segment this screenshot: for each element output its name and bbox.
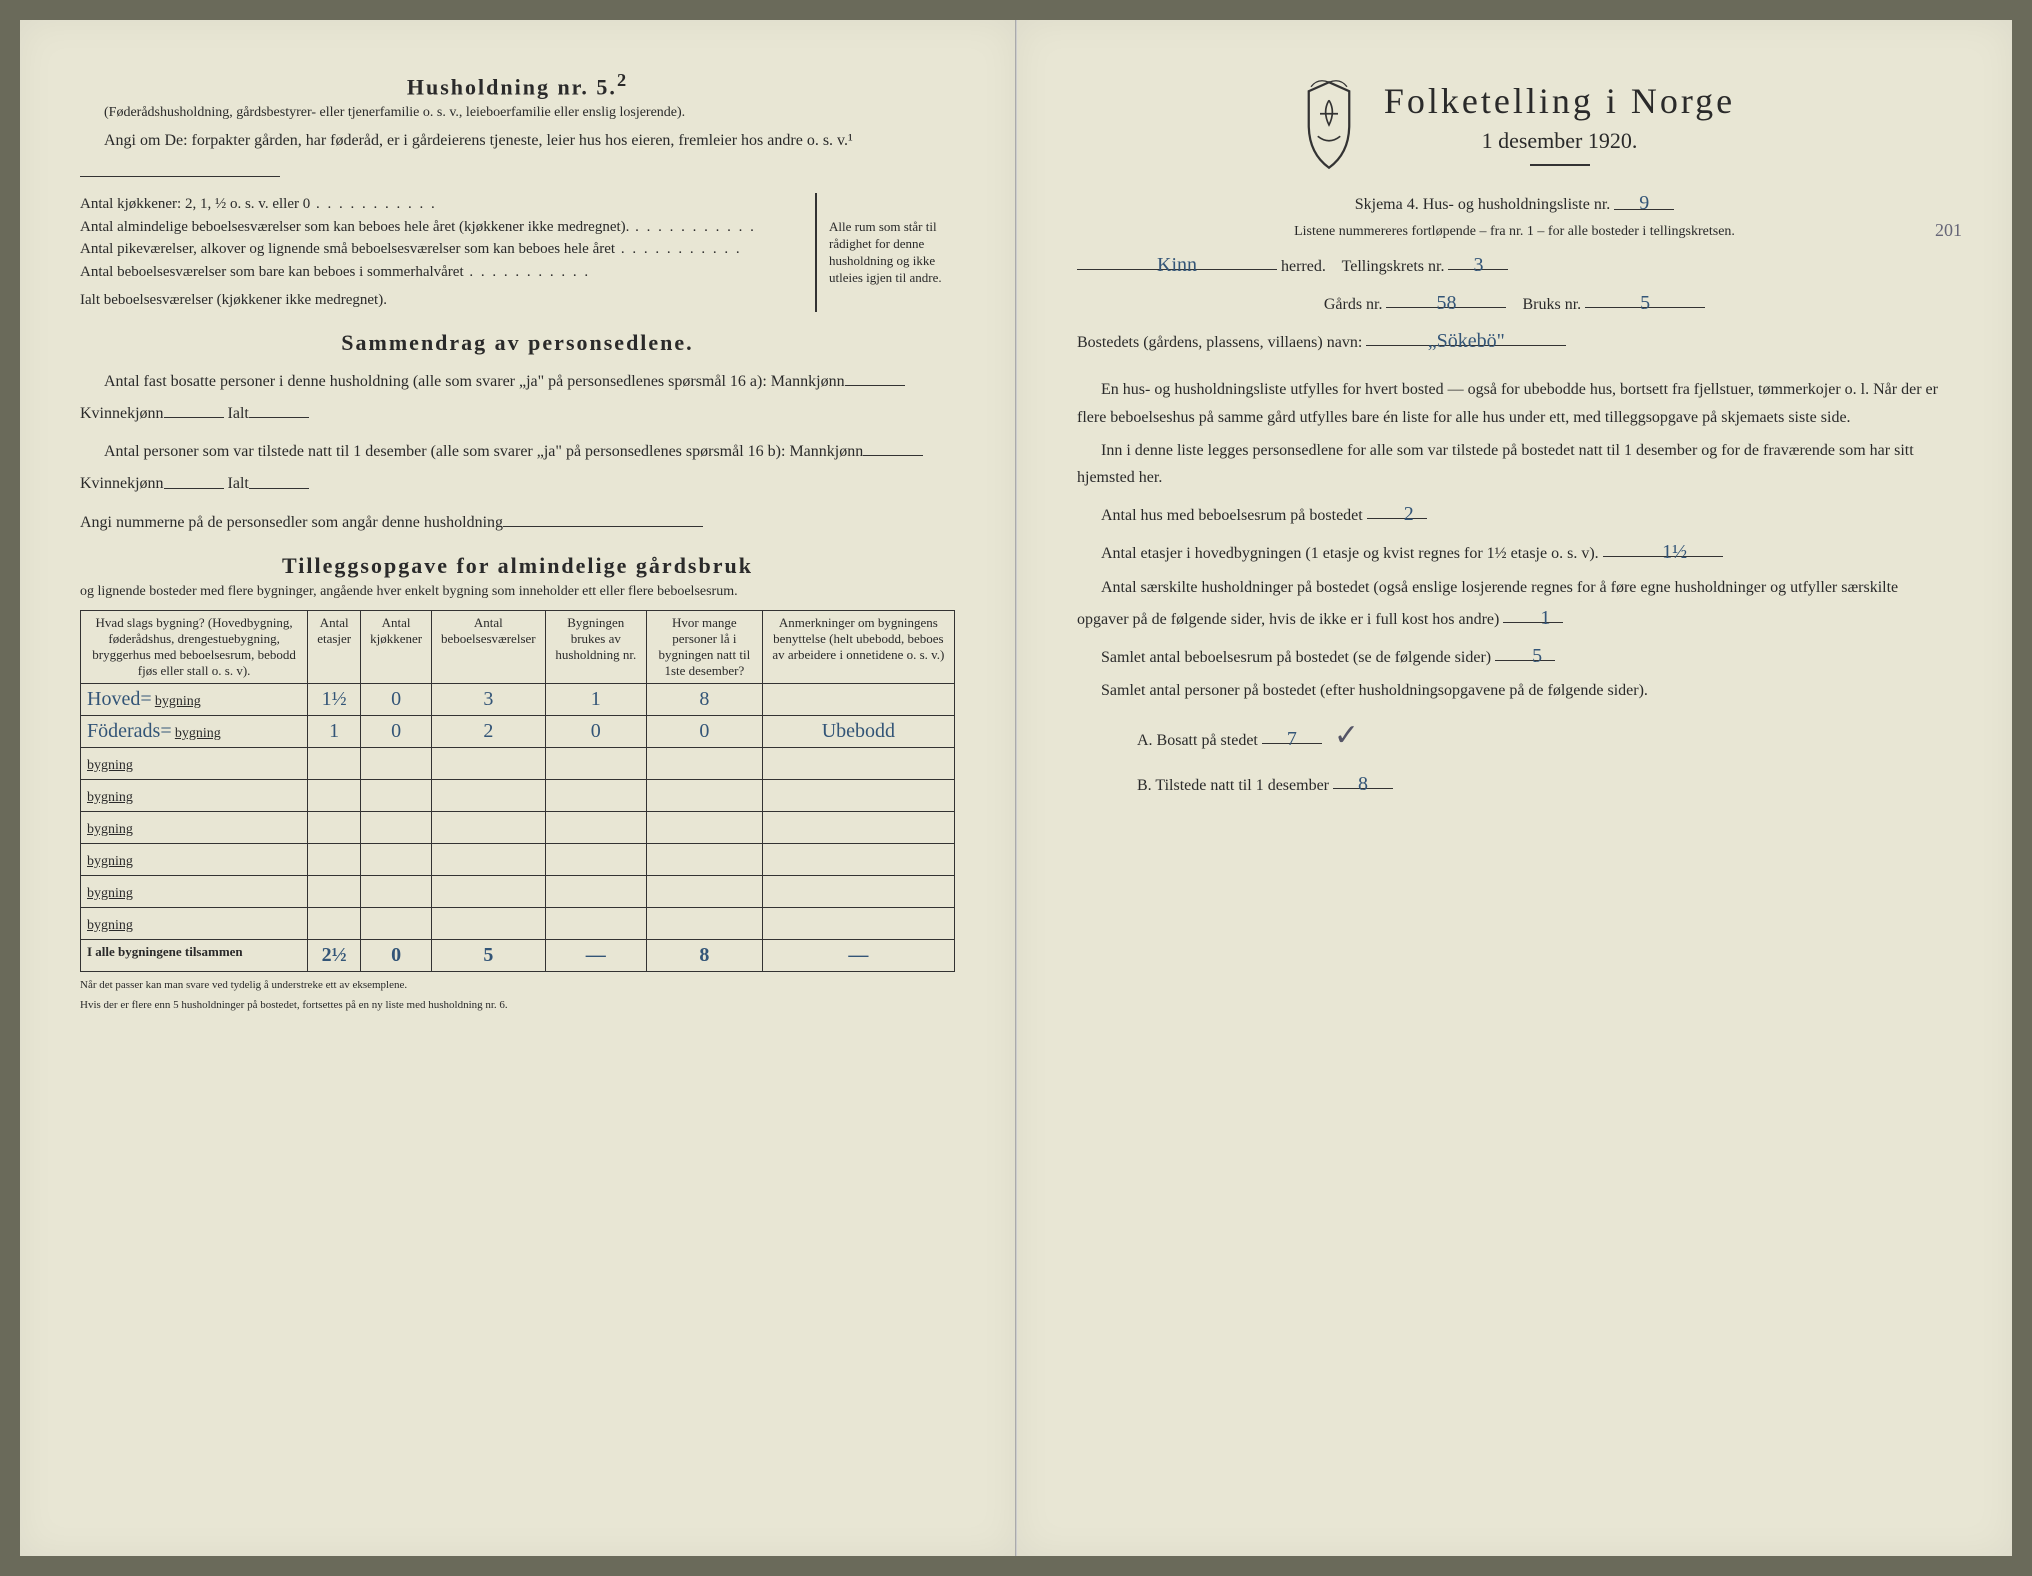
sammendrag-p3: Angi nummerne på de personsedler som ang… — [80, 503, 955, 535]
bosted-line: Bostedets (gårdens, plassens, villaens) … — [1077, 324, 1952, 356]
antal-hushold: Antal særskilte husholdninger på bostede… — [1077, 574, 1952, 633]
table-header: Anmerkninger om bygningens benyttelse (h… — [762, 610, 954, 683]
crest-icon — [1294, 80, 1364, 170]
rule — [1530, 164, 1590, 166]
main-title: Folketelling i Norge — [1384, 80, 1735, 122]
table-row: bygning — [81, 843, 955, 875]
antal-hus: Antal hus med beboelsesrum på bostedet 2 — [1077, 497, 1952, 529]
header: Folketelling i Norge 1 desember 1920. Sk… — [1077, 80, 1952, 242]
checkmark-icon: ✓ — [1334, 719, 1359, 752]
subtitle: 1 desember 1920. — [1384, 128, 1735, 154]
table-row: Föderads= bygning10200Ubebodd — [81, 715, 955, 747]
herred-line: Kinn herred. Tellingskrets nr. 3 — [1077, 248, 1952, 280]
right-page: 201 Folketelling i Norge 1 desember 1920… — [1016, 20, 2012, 1556]
table-row: bygning — [81, 875, 955, 907]
sammendrag-p2: Antal personer som var tilstede natt til… — [80, 432, 955, 496]
left-page: Husholdning nr. 5.2 (Føderådshusholdning… — [20, 20, 1016, 1556]
table-row: bygning — [81, 779, 955, 811]
footnote1: Når det passer kan man svare ved tydelig… — [80, 978, 955, 992]
rooms-line1: Antal almindelige beboelsesværelser som … — [80, 216, 815, 239]
p1: En hus- og husholdningsliste utfylles fo… — [1077, 376, 1952, 430]
footnote2: Hvis der er flere enn 5 husholdninger på… — [80, 998, 955, 1012]
samlet-beboelse: Samlet antal beboelsesrum på bostedet (s… — [1077, 639, 1952, 671]
table-row: bygning — [81, 811, 955, 843]
brace-note: Alle rum som står til rådighet for denne… — [815, 193, 955, 312]
table-header: Bygningen brukes av husholdning nr. — [545, 610, 646, 683]
rooms-block: Antal kjøkkener: 2, 1, ½ o. s. v. eller … — [80, 193, 955, 312]
listene-note: Listene nummereres fortløpende – fra nr.… — [1077, 223, 1952, 242]
p2: Inn i denne liste legges personsedlene f… — [1077, 437, 1952, 491]
rooms-line2: Antal pikeværelser, alkover og lignende … — [80, 238, 815, 261]
tillegg-sub: og lignende bosteder med flere bygninger… — [80, 583, 955, 602]
tillegg-title: Tilleggsopgave for almindelige gårdsbruk — [80, 553, 955, 579]
right-body: Kinn herred. Tellingskrets nr. 3 Gårds n… — [1077, 248, 1952, 800]
household-note: (Føderådshusholdning, gårdsbestyrer- ell… — [80, 104, 955, 123]
samlet-personer: Samlet antal personer på bostedet (efter… — [1077, 677, 1952, 704]
kjokkener-line: Antal kjøkkener: 2, 1, ½ o. s. v. eller … — [80, 193, 815, 216]
margin-note: 201 — [1935, 220, 1962, 241]
table-row: bygning — [81, 747, 955, 779]
total-label: I alle bygningene tilsammen — [81, 939, 308, 971]
table-row: Hoved= bygning1½0318 — [81, 683, 955, 715]
table-header: Antal beboelsesværelser — [432, 610, 546, 683]
gards-line: Gårds nr. 58 Bruks nr. 5 — [1077, 286, 1952, 318]
table-header: Hvor mange personer lå i bygningen natt … — [647, 610, 763, 683]
rooms-total: Ialt beboelsesværelser (kjøkkener ikke m… — [80, 289, 815, 312]
household-title: Husholdning nr. 5.2 — [80, 70, 955, 100]
rooms-line3: Antal beboelsesværelser som bare kan beb… — [80, 261, 815, 284]
table-row: bygning — [81, 907, 955, 939]
tilstede: B. Tilstede natt til 1 desember 8 — [1077, 767, 1952, 799]
buildings-table: Hvad slags bygning? (Hovedbygning, føder… — [80, 610, 955, 972]
sammendrag-title: Sammendrag av personsedlene. — [80, 330, 955, 356]
table-header: Hvad slags bygning? (Hovedbygning, føder… — [81, 610, 308, 683]
table-header: Antal kjøkkener — [361, 610, 432, 683]
bosatt: A. Bosatt på stedet 7 ✓ — [1077, 710, 1952, 761]
document-spread: Husholdning nr. 5.2 (Føderådshusholdning… — [20, 20, 2012, 1556]
angi-om: Angi om De: forpakter gården, har føderå… — [80, 129, 955, 185]
antal-etasjer: Antal etasjer i hovedbygningen (1 etasje… — [1077, 535, 1952, 567]
skjema-line: Skjema 4. Hus- og husholdningsliste nr. … — [1077, 188, 1952, 217]
table-header: Antal etasjer — [308, 610, 361, 683]
sammendrag-p1: Antal fast bosatte personer i denne hush… — [80, 362, 955, 426]
